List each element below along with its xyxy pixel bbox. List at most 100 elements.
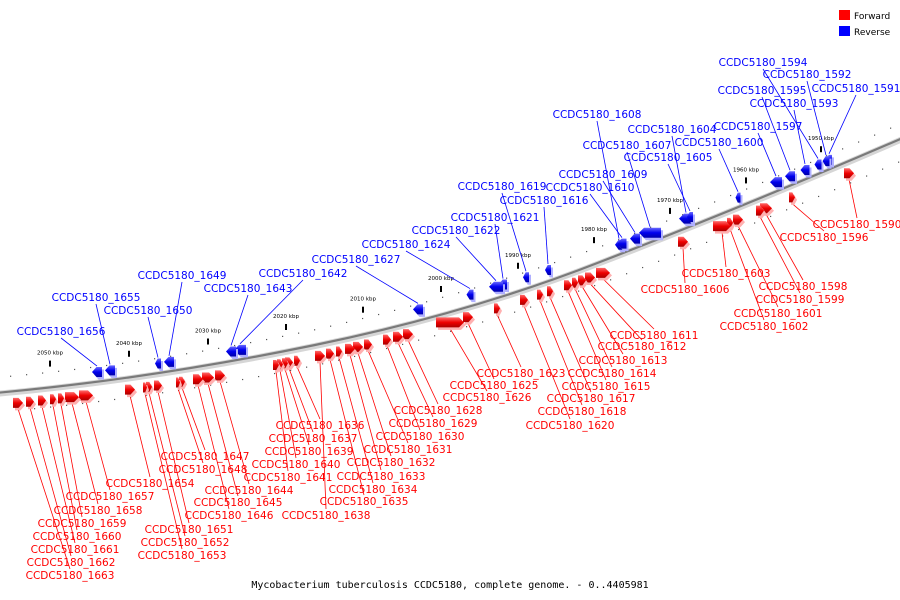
forward-gene[interactable] — [578, 275, 586, 286]
reverse-gene-label[interactable]: CCDC5180_1607 — [583, 140, 672, 152]
forward-gene-label[interactable]: CCDC5180_1663 — [26, 570, 115, 582]
reverse-gene-label[interactable]: CCDC5180_1642 — [259, 268, 348, 280]
reverse-gene-label[interactable]: CCDC5180_1594 — [719, 57, 808, 69]
forward-gene-label[interactable]: CCDC5180_1632 — [347, 457, 436, 469]
forward-gene-label[interactable]: CCDC5180_1651 — [145, 524, 234, 536]
forward-gene[interactable] — [273, 359, 279, 370]
forward-gene[interactable] — [336, 346, 342, 357]
forward-gene[interactable] — [315, 350, 325, 361]
forward-gene[interactable] — [789, 192, 795, 203]
forward-gene[interactable] — [154, 380, 162, 391]
forward-gene[interactable] — [50, 394, 56, 405]
forward-gene-label[interactable]: CCDC5180_1614 — [568, 368, 657, 380]
reverse-gene[interactable] — [630, 233, 640, 244]
forward-gene-label[interactable]: CCDC5180_1636 — [276, 420, 365, 432]
forward-gene-label[interactable]: CCDC5180_1640 — [252, 459, 341, 471]
reverse-gene[interactable] — [413, 304, 423, 315]
reverse-gene-label[interactable]: CCDC5180_1622 — [412, 225, 501, 237]
forward-gene[interactable] — [403, 329, 413, 340]
forward-gene-label[interactable]: CCDC5180_1623 — [477, 368, 566, 380]
reverse-gene-label[interactable]: CCDC5180_1592 — [763, 69, 852, 81]
forward-gene[interactable] — [383, 334, 391, 345]
forward-gene-label[interactable]: CCDC5180_1629 — [389, 418, 478, 430]
reverse-gene[interactable] — [164, 356, 174, 367]
forward-gene-label[interactable]: CCDC5180_1641 — [244, 472, 333, 484]
reverse-gene-label[interactable]: CCDC5180_1656 — [17, 326, 106, 338]
forward-gene[interactable] — [547, 286, 553, 297]
forward-gene-label[interactable]: CCDC5180_1620 — [526, 420, 615, 432]
reverse-gene-label[interactable]: CCDC5180_1593 — [750, 98, 839, 110]
reverse-gene[interactable] — [814, 159, 822, 170]
reverse-gene[interactable] — [545, 264, 551, 275]
forward-gene[interactable] — [13, 397, 23, 408]
forward-gene-label[interactable]: CCDC5180_1658 — [54, 505, 143, 517]
forward-gene[interactable] — [193, 374, 203, 385]
reverse-gene[interactable] — [105, 365, 115, 376]
forward-gene[interactable] — [38, 395, 46, 406]
reverse-gene[interactable] — [466, 289, 474, 300]
reverse-gene-label[interactable]: CCDC5180_1595 — [718, 85, 807, 97]
forward-gene-label[interactable]: CCDC5180_1654 — [106, 478, 195, 490]
reverse-gene-label[interactable]: CCDC5180_1591 — [812, 83, 900, 95]
forward-gene[interactable] — [678, 236, 688, 247]
forward-gene[interactable] — [393, 331, 403, 342]
forward-gene[interactable] — [596, 267, 610, 278]
forward-gene-label[interactable]: CCDC5180_1660 — [33, 531, 122, 543]
forward-gene[interactable] — [58, 393, 64, 404]
forward-gene-label[interactable]: CCDC5180_1628 — [394, 405, 483, 417]
reverse-gene[interactable] — [822, 156, 830, 167]
reverse-gene[interactable] — [523, 272, 529, 283]
reverse-gene[interactable] — [735, 192, 741, 203]
reverse-gene[interactable] — [617, 238, 627, 249]
forward-gene-label[interactable]: CCDC5180_1644 — [205, 485, 294, 497]
forward-gene-label[interactable]: CCDC5180_1625 — [450, 380, 539, 392]
forward-gene[interactable] — [125, 384, 135, 395]
reverse-gene-label[interactable]: CCDC5180_1619 — [458, 181, 547, 193]
forward-gene-label[interactable]: CCDC5180_1646 — [185, 510, 274, 522]
reverse-gene-label[interactable]: CCDC5180_1624 — [362, 239, 451, 251]
reverse-gene[interactable] — [489, 281, 503, 292]
forward-gene[interactable] — [143, 382, 147, 393]
forward-gene-label[interactable]: CCDC5180_1661 — [31, 544, 120, 556]
forward-gene-label[interactable]: CCDC5180_1601 — [734, 308, 823, 320]
forward-gene-label[interactable]: CCDC5180_1662 — [27, 557, 116, 569]
forward-gene-label[interactable]: CCDC5180_1637 — [269, 433, 358, 445]
forward-gene-label[interactable]: CCDC5180_1615 — [562, 381, 651, 393]
reverse-gene-label[interactable]: CCDC5180_1616 — [500, 195, 589, 207]
reverse-gene[interactable] — [687, 211, 693, 222]
forward-gene-label[interactable]: CCDC5180_1598 — [759, 281, 848, 293]
forward-gene[interactable] — [463, 312, 473, 323]
forward-gene[interactable] — [520, 294, 528, 305]
reverse-gene-label[interactable]: CCDC5180_1608 — [553, 109, 642, 121]
reverse-gene-label[interactable]: CCDC5180_1655 — [52, 292, 141, 304]
forward-gene[interactable] — [494, 303, 500, 314]
forward-gene[interactable] — [537, 289, 543, 300]
forward-gene-label[interactable]: CCDC5180_1635 — [320, 496, 409, 508]
reverse-gene[interactable] — [785, 171, 795, 182]
reverse-gene-label[interactable]: CCDC5180_1609 — [559, 169, 648, 181]
forward-gene[interactable] — [353, 341, 363, 352]
forward-gene-label[interactable]: CCDC5180_1606 — [641, 284, 730, 296]
reverse-gene-label[interactable]: CCDC5180_1621 — [451, 212, 540, 224]
forward-gene[interactable] — [733, 214, 743, 225]
forward-gene[interactable] — [364, 339, 372, 350]
forward-gene-label[interactable]: CCDC5180_1630 — [376, 431, 465, 443]
forward-gene-label[interactable]: CCDC5180_1657 — [66, 491, 155, 503]
forward-gene[interactable] — [345, 343, 355, 354]
forward-gene-label[interactable]: CCDC5180_1613 — [579, 355, 668, 367]
forward-gene-label[interactable]: CCDC5180_1645 — [194, 497, 283, 509]
forward-gene[interactable] — [326, 348, 334, 359]
reverse-gene-label[interactable]: CCDC5180_1627 — [312, 254, 401, 266]
forward-gene[interactable] — [713, 221, 731, 232]
forward-gene-label[interactable]: CCDC5180_1611 — [610, 330, 699, 342]
forward-gene-label[interactable]: CCDC5180_1603 — [682, 268, 771, 280]
forward-gene[interactable] — [215, 370, 225, 381]
forward-gene[interactable] — [65, 392, 79, 403]
reverse-gene[interactable] — [92, 367, 102, 378]
forward-gene[interactable] — [436, 317, 464, 328]
forward-gene-label[interactable]: CCDC5180_1596 — [780, 232, 869, 244]
forward-gene-label[interactable]: CCDC5180_1617 — [547, 393, 636, 405]
reverse-gene[interactable] — [800, 164, 810, 175]
reverse-gene-label[interactable]: CCDC5180_1650 — [104, 305, 193, 317]
reverse-gene[interactable] — [639, 227, 661, 238]
